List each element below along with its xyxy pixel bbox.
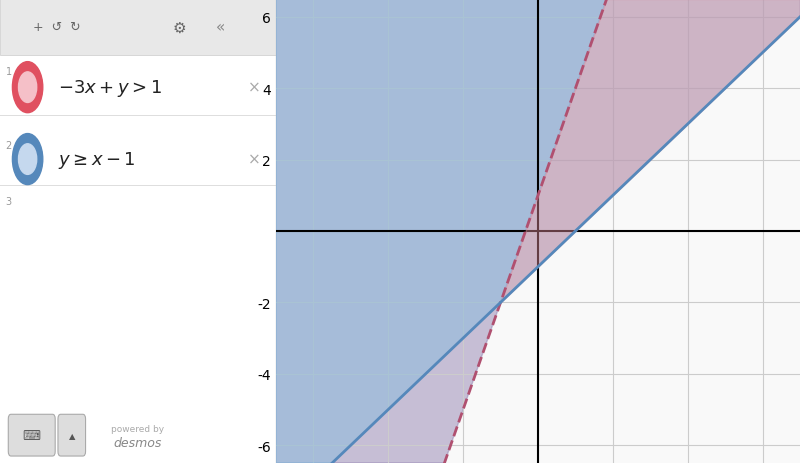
Text: powered by: powered by xyxy=(111,424,165,433)
Text: ▲: ▲ xyxy=(69,431,75,440)
Bar xyxy=(0,0,276,56)
Circle shape xyxy=(18,144,37,175)
Text: ×: × xyxy=(247,152,260,167)
Text: $y \geq x - 1$: $y \geq x - 1$ xyxy=(58,149,136,170)
Text: +  ↺  ↻: + ↺ ↻ xyxy=(33,21,81,34)
Text: 1: 1 xyxy=(6,67,12,77)
Text: ×: × xyxy=(247,81,260,95)
Text: desmos: desmos xyxy=(114,436,162,449)
Text: ⚙: ⚙ xyxy=(173,20,186,35)
Text: 2: 2 xyxy=(6,141,12,151)
Circle shape xyxy=(18,73,37,103)
FancyBboxPatch shape xyxy=(8,414,55,456)
Text: $-3x + y > 1$: $-3x + y > 1$ xyxy=(58,77,162,99)
Text: ⌨: ⌨ xyxy=(22,429,41,442)
Circle shape xyxy=(13,63,42,113)
Text: «: « xyxy=(216,20,226,35)
Circle shape xyxy=(13,134,42,185)
Text: 3: 3 xyxy=(6,196,12,206)
FancyBboxPatch shape xyxy=(58,414,86,456)
